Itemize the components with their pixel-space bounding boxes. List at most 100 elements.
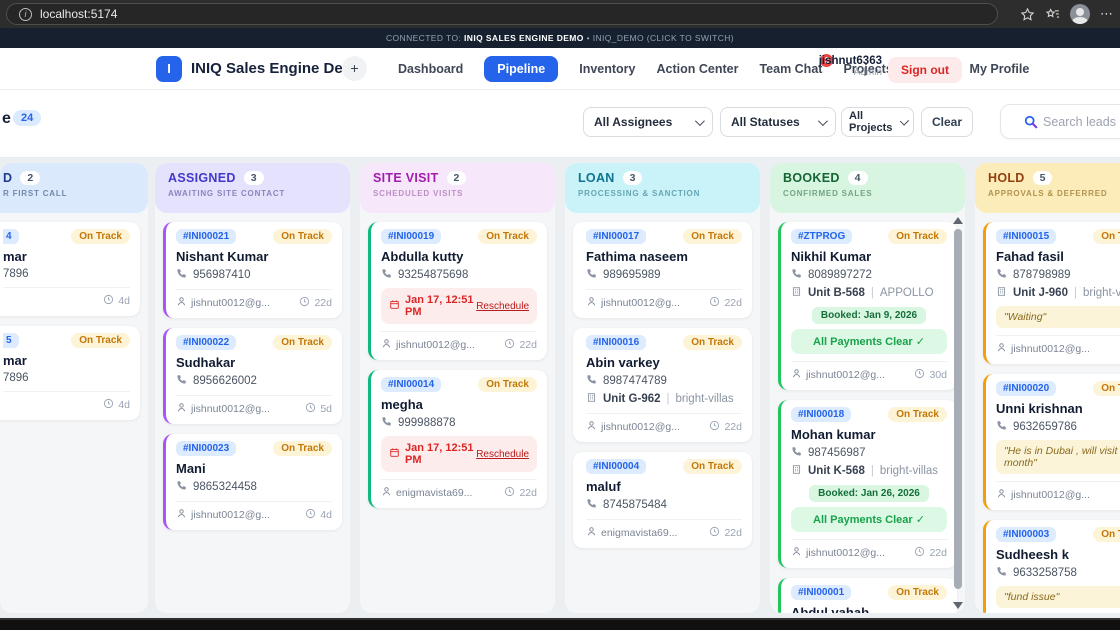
phone-icon [996,268,1007,282]
lead-card[interactable]: #INI00016 On Track Abin varkey 8987474789 Un… [573,328,752,442]
lead-ref-badge: #INI00022 [176,335,237,350]
lead-card[interactable]: 4 On Track mar 7896 4d [0,222,140,316]
phone-icon [996,566,1007,580]
browser-profile-avatar[interactable] [1070,4,1090,24]
column-body: 4 On Track mar 7896 4d 5 On Track mar 7896 4d [0,213,148,613]
building-icon [791,286,802,300]
lead-phone: 8987474789 [603,375,667,387]
nav-item-team-chat[interactable]: Team Chat 3 [759,54,834,76]
assignee-label: jishnut0012@g... [1011,343,1090,355]
lead-card[interactable]: #INI00014 On Track megha 999988878 Jan 17, 1… [368,370,547,508]
lead-card[interactable]: #INI00021 On Track Nishant Kumar 956987410 j… [163,222,342,318]
navbar: I INIQ Sales Engine Demo + Dashboard Pipe… [0,48,1120,90]
lead-note: "fund issue" [996,586,1120,608]
column-count-badge: 2 [20,171,41,185]
status-badge: On Track [478,377,537,392]
lead-ref-badge: #INI00020 [996,381,1057,396]
assignee-label: jishnut0012@g... [601,421,680,433]
add-workspace-button[interactable]: + [342,56,367,81]
column-body: #INI00017 On Track Fathima naseem 989695989… [565,213,760,613]
column-scrollbar[interactable] [952,217,964,609]
lead-card[interactable]: #INI00020 On Track Unni krishnan 9632659786… [983,374,1120,510]
lead-card[interactable]: #INI00022 On Track Sudhakar 8956626002 jishn… [163,328,342,424]
clear-filters-button[interactable]: Clear [921,107,974,137]
column-count-badge: 3 [243,171,264,185]
scroll-down-icon[interactable] [953,602,963,609]
person-icon [381,486,392,500]
lead-phone: 7896 [3,268,29,280]
lead-card[interactable]: #INI00004 On Track maluf 8745875484 enigmavi… [573,452,752,548]
lead-name: megha [381,397,423,412]
user-role: Admin [853,67,882,78]
nav-item-inventory[interactable]: Inventory [579,62,636,76]
column-body: #INI00015 On Track Fahad fasil 878798989 Uni… [975,213,1120,613]
chevron-down-icon [817,115,828,126]
projects-filter-value: All Projects [849,110,893,134]
person-icon [791,368,802,382]
status-badge: On Track [888,585,947,600]
lead-card[interactable]: #INI00019 On Track Abdulla kutty 9325487569… [368,222,547,360]
lead-card[interactable]: #INI00017 On Track Fathima naseem 989695989… [573,222,752,318]
clock-icon [504,486,515,500]
phone-icon [176,480,187,494]
status-badge: On Track [1093,229,1120,244]
user-name: jishnut6363 [818,55,882,67]
assignees-filter-select[interactable]: All Assignees [583,107,713,137]
lead-card[interactable]: 5 On Track mar 7896 4d [0,326,140,420]
lead-note: "He is in Dubai , will visit next month" [996,440,1120,474]
nav-item-my-profile[interactable]: My Profile [969,62,1030,76]
phone-icon [176,374,187,388]
browser-menu-icon[interactable]: ⋯ [1100,6,1114,21]
lead-card[interactable]: #INI00023 On Track Mani 9865324458 jishnut00… [163,434,342,530]
lead-ref-badge: #INI00023 [176,441,237,456]
projects-filter-select[interactable]: All Projects [841,107,914,137]
user-info: jishnut6363 Admin [819,55,882,78]
collections-icon[interactable] [1045,7,1060,22]
status-badge: On Track [683,335,742,350]
column-title: SITE VISIT [373,171,439,185]
reschedule-link[interactable]: Reschedule [476,300,529,312]
site-info-icon[interactable]: i [19,7,32,21]
nav-item-action-center[interactable]: Action Center [656,62,739,76]
age-label: 22d [724,527,742,539]
visit-schedule-banner: Jan 17, 12:51 PM Reschedule [381,436,537,472]
phone-icon [791,268,802,282]
calendar-icon [389,299,400,313]
lead-card[interactable]: #INI00018 On Track Mohan kumar 987456987 Uni… [778,400,957,568]
team-chat-badge: 3 [820,54,834,67]
status-badge: On Track [1093,527,1120,542]
clock-icon [914,368,925,382]
nav-item-dashboard[interactable]: Dashboard [398,62,464,76]
lead-name: Sudheesh k [996,547,1069,562]
column-subtitle: CONFIRMED SALES [783,189,873,198]
column-header: LOAN 3 PROCESSING & SANCTION [565,163,760,213]
sign-out-button[interactable]: Sign out [888,57,962,83]
lead-ref-badge: #INI00021 [176,229,237,244]
favorites-star-icon[interactable] [1020,7,1035,22]
column-count-badge: 4 [847,171,868,185]
status-badge: On Track [683,229,742,244]
scrollbar-thumb[interactable] [954,229,962,589]
connected-banner[interactable]: CONNECTED TO: INIQ SALES ENGINE DEMO • I… [0,28,1120,48]
nav-item-projects[interactable]: Projects [843,62,893,76]
nav-item-pipeline[interactable]: Pipeline [484,56,559,82]
status-badge: On Track [273,441,332,456]
status-badge: On Track [273,335,332,350]
lead-card[interactable]: #INI00015 On Track Fahad fasil 878798989 Uni… [983,222,1120,364]
scroll-up-icon[interactable] [953,217,963,224]
lead-card[interactable]: #ZTPROG On Track Nikhil Kumar 8089897272 Uni… [778,222,957,390]
person-icon [586,420,597,434]
statuses-filter-select[interactable]: All Statuses [720,107,836,137]
column-title: D [3,171,13,185]
search-input[interactable] [1043,106,1120,137]
project-label: bright-villas [675,393,734,405]
reschedule-link[interactable]: Reschedule [476,448,529,460]
lead-card[interactable]: #INI00003 On Track Sudheesh k 9633258758 "fu… [983,520,1120,613]
url-bar[interactable]: i localhost:5174 [6,3,998,25]
chevron-down-icon [899,115,910,126]
lead-ref-badge: 4 [3,229,19,244]
person-icon [176,402,187,416]
assignee-label: jishnut0012@g... [191,509,270,521]
